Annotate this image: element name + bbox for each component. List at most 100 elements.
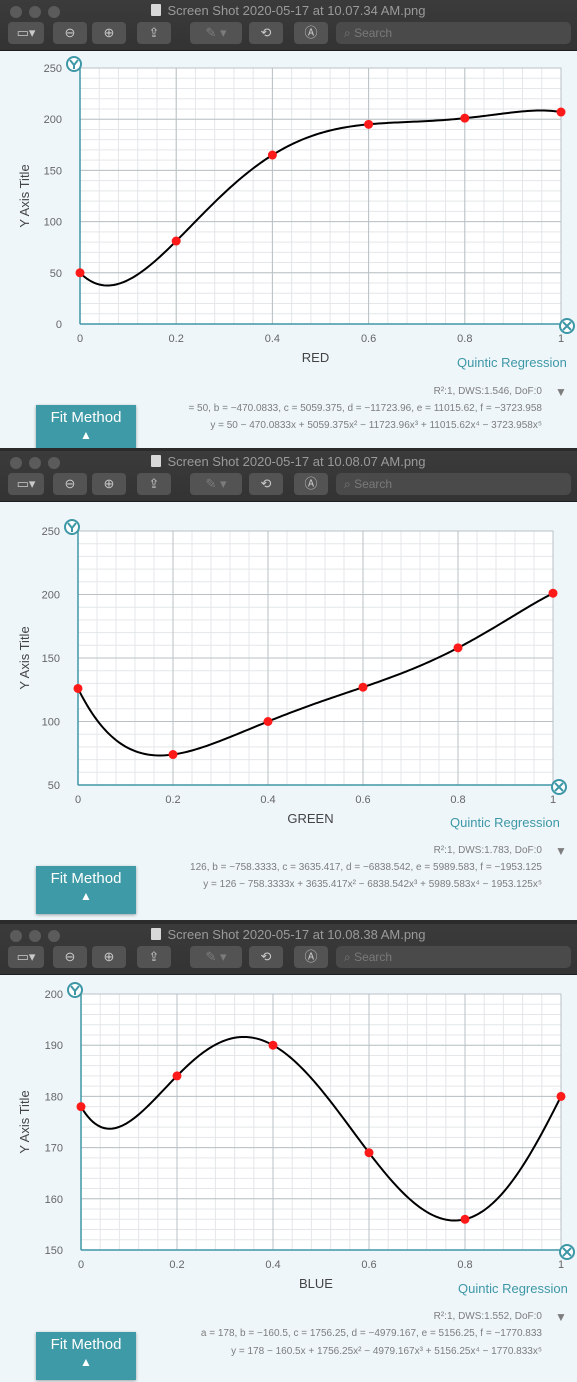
data-point[interactable] bbox=[460, 113, 470, 123]
annotate-icon: Ⓐ bbox=[304, 476, 318, 491]
fit-curve bbox=[80, 1035, 562, 1222]
stats-expand-icon[interactable]: ▼ bbox=[555, 1310, 567, 1324]
zoom-in-button[interactable]: ⊕ bbox=[92, 473, 126, 495]
sidebar-toggle-button[interactable]: ▭▾ bbox=[8, 22, 44, 44]
equation-text: y = 178 − 160.5x + 1756.25x² − 4979.167x… bbox=[231, 1346, 542, 1357]
data-point[interactable] bbox=[76, 1102, 86, 1112]
annotate-button[interactable]: Ⓐ bbox=[294, 473, 328, 495]
y-tick-label: 180 bbox=[45, 1091, 63, 1103]
zoom-out-button[interactable]: ⊖ bbox=[53, 22, 87, 44]
y-axis-handle-icon[interactable] bbox=[67, 982, 83, 998]
share-button[interactable]: ⇪ bbox=[137, 473, 171, 495]
share-icon: ⇪ bbox=[148, 25, 160, 40]
x-tick-label: 0.6 bbox=[361, 333, 376, 345]
sidebar-toggle-button[interactable]: ▭▾ bbox=[8, 473, 44, 495]
data-point[interactable] bbox=[75, 268, 85, 278]
data-point[interactable] bbox=[267, 150, 277, 160]
data-point[interactable] bbox=[172, 1071, 182, 1081]
share-button[interactable]: ⇪ bbox=[137, 946, 171, 968]
data-point[interactable] bbox=[358, 682, 368, 692]
caret-up-icon: ▲ bbox=[80, 889, 92, 903]
y-tick-label: 250 bbox=[42, 526, 60, 538]
markup-pen-icon: ✎ ▾ bbox=[205, 25, 227, 40]
search-field[interactable]: ⌕ Search bbox=[336, 946, 571, 968]
data-point[interactable] bbox=[453, 643, 463, 653]
x-axis-handle-icon[interactable] bbox=[559, 318, 575, 334]
data-point[interactable] bbox=[460, 1214, 470, 1224]
y-tick-label: 150 bbox=[45, 1245, 63, 1257]
data-point[interactable] bbox=[73, 683, 83, 693]
fit-method-button[interactable]: Fit Method ▲ bbox=[36, 866, 136, 914]
window-title-text: Screen Shot 2020-05-17 at 10.08.38 AM.pn… bbox=[167, 927, 426, 942]
y-tick-label: 190 bbox=[45, 1040, 63, 1052]
data-point[interactable] bbox=[263, 717, 273, 726]
annotate-button[interactable]: Ⓐ bbox=[294, 946, 328, 968]
x-axis-handle-icon[interactable] bbox=[551, 779, 567, 795]
regression-type-label[interactable]: Quintic Regression bbox=[457, 355, 567, 370]
fit-method-button[interactable]: Fit Method ▲ bbox=[36, 1332, 136, 1380]
data-point[interactable] bbox=[268, 1040, 278, 1050]
x-tick-label: 0.6 bbox=[361, 1259, 376, 1271]
minimize-button[interactable] bbox=[29, 6, 41, 18]
title-bar[interactable]: Screen Shot 2020-05-17 at 10.07.34 AM.pn… bbox=[0, 0, 577, 51]
rotate-button[interactable]: ⟲ bbox=[249, 22, 283, 44]
y-tick-label: 200 bbox=[45, 989, 63, 1001]
data-point[interactable] bbox=[171, 236, 181, 246]
stats-expand-icon[interactable]: ▼ bbox=[555, 385, 567, 399]
rotate-button[interactable]: ⟲ bbox=[249, 946, 283, 968]
markup-pen-button[interactable]: ✎ ▾ bbox=[190, 473, 242, 495]
close-button[interactable] bbox=[10, 6, 22, 18]
markup-pen-button[interactable]: ✎ ▾ bbox=[190, 22, 242, 44]
zoom-button[interactable] bbox=[48, 6, 60, 18]
search-icon: ⌕ bbox=[344, 950, 355, 964]
data-point[interactable] bbox=[168, 750, 178, 760]
regression-type-label[interactable]: Quintic Regression bbox=[450, 815, 560, 830]
x-axis-handle-icon[interactable] bbox=[559, 1244, 575, 1260]
search-field[interactable]: ⌕ Search bbox=[336, 473, 571, 495]
data-point[interactable] bbox=[548, 588, 558, 598]
zoom-out-button[interactable]: ⊖ bbox=[53, 946, 87, 968]
x-tick-label: 0.8 bbox=[457, 1259, 472, 1271]
title-bar[interactable]: Screen Shot 2020-05-17 at 10.08.07 AM.pn… bbox=[0, 451, 577, 502]
sidebar-toggle-button[interactable]: ▭▾ bbox=[8, 946, 44, 968]
zoom-in-icon: ⊕ bbox=[103, 25, 115, 40]
annotate-icon: Ⓐ bbox=[304, 949, 318, 964]
y-tick-label: 150 bbox=[44, 165, 62, 177]
zoom-in-button[interactable]: ⊕ bbox=[92, 22, 126, 44]
minor-grid bbox=[80, 993, 562, 1251]
data-point[interactable] bbox=[556, 1091, 566, 1101]
y-axis-handle-icon[interactable] bbox=[66, 56, 82, 72]
data-point[interactable] bbox=[556, 107, 566, 117]
preview-window-3: Screen Shot 2020-05-17 at 10.08.38 AM.pn… bbox=[0, 924, 577, 1382]
fit-method-button[interactable]: Fit Method ▲ bbox=[36, 405, 136, 448]
annotate-button[interactable]: Ⓐ bbox=[294, 22, 328, 44]
share-button[interactable]: ⇪ bbox=[137, 22, 171, 44]
fit-curve bbox=[79, 109, 562, 287]
x-tick-label: 0.8 bbox=[450, 794, 465, 806]
y-axis-title: Y Axis Title bbox=[17, 164, 32, 227]
data-point[interactable] bbox=[364, 1148, 374, 1158]
zoom-out-button[interactable]: ⊖ bbox=[53, 473, 87, 495]
search-field[interactable]: ⌕ Search bbox=[336, 22, 571, 44]
zoom-button[interactable] bbox=[48, 457, 60, 469]
zoom-button[interactable] bbox=[48, 930, 60, 942]
regression-type-label[interactable]: Quintic Regression bbox=[458, 1281, 568, 1296]
data-point[interactable] bbox=[364, 119, 374, 129]
rotate-button[interactable]: ⟲ bbox=[249, 473, 283, 495]
minimize-button[interactable] bbox=[29, 457, 41, 469]
y-axis-handle-icon[interactable] bbox=[64, 519, 80, 535]
markup-pen-button[interactable]: ✎ ▾ bbox=[190, 946, 242, 968]
sidebar-toggle-icon: ▭▾ bbox=[16, 949, 36, 964]
stats-expand-icon[interactable]: ▼ bbox=[555, 844, 567, 858]
fit-statistics: R²:1, DWS:1.546, DoF:0 bbox=[433, 386, 542, 397]
zoom-in-icon: ⊕ bbox=[103, 476, 115, 491]
close-button[interactable] bbox=[10, 457, 22, 469]
zoom-in-button[interactable]: ⊕ bbox=[92, 946, 126, 968]
zoom-out-icon: ⊖ bbox=[64, 476, 76, 491]
x-tick-label: 0 bbox=[78, 1259, 84, 1271]
title-bar[interactable]: Screen Shot 2020-05-17 at 10.08.38 AM.pn… bbox=[0, 924, 577, 975]
fit-statistics: R²:1, DWS:1.552, DoF:0 bbox=[433, 1311, 542, 1322]
close-button[interactable] bbox=[10, 930, 22, 942]
y-tick-label: 170 bbox=[45, 1143, 63, 1155]
minimize-button[interactable] bbox=[29, 930, 41, 942]
